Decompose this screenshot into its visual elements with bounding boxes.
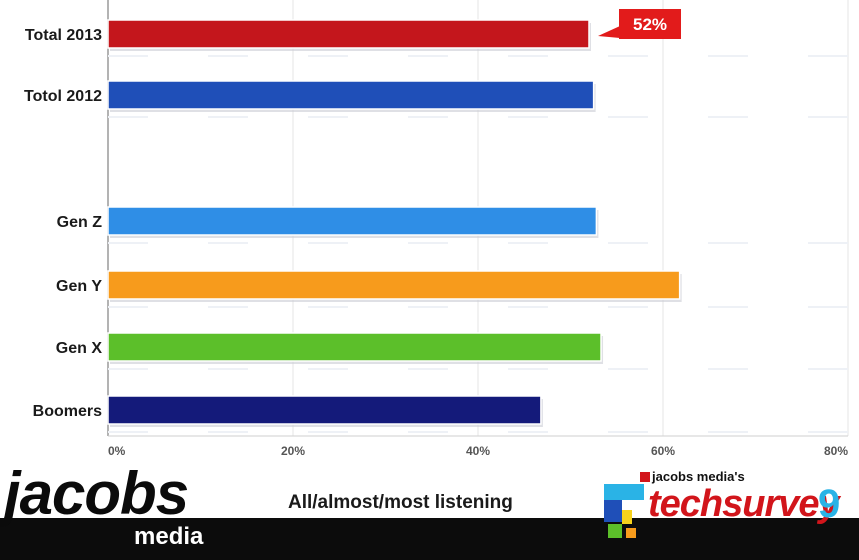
bars-layer: [107, 19, 682, 427]
bar: [107, 332, 602, 362]
bar-chart: Total 2013 Totol 2012 Gen Z Gen Y Gen X Boome…: [24, 0, 849, 458]
labels-layer: Total 2013 Totol 2012 Gen Z Gen Y Gen X Boome…: [24, 27, 102, 420]
callout-pointer: [598, 26, 620, 38]
bar: [107, 80, 595, 110]
x-tick-label: 20%: [281, 444, 305, 458]
bar: [107, 19, 590, 49]
survey-logo-blocks-icon: [604, 484, 644, 538]
jacobs-logo: jacobs: [4, 460, 189, 527]
survey-logo-square: [640, 472, 650, 482]
callout-label: 52%: [633, 15, 667, 34]
callout-box: [619, 9, 681, 39]
ticks-layer: 0% 20% 40% 60% 80%: [108, 444, 848, 458]
x-tick-label: 80%: [824, 444, 848, 458]
bar: [107, 395, 542, 425]
chart-caption: All/almost/most listening: [288, 492, 513, 513]
category-label: Boomers: [33, 403, 102, 420]
x-tick-label: 40%: [466, 444, 490, 458]
category-label: Totol 2012: [24, 88, 102, 105]
value-callout: 52%: [598, 9, 681, 39]
bar: [107, 270, 681, 300]
survey-number: 9: [818, 482, 841, 526]
survey-name: techsurvey: [648, 483, 840, 525]
category-label: Total 2013: [25, 27, 102, 44]
x-tick-label: 0%: [108, 444, 126, 458]
footer-bar: [0, 518, 859, 560]
category-label: Gen X: [56, 340, 103, 357]
bar: [107, 206, 598, 236]
footer: jacobs media All/almost/most listening j…: [0, 462, 859, 560]
category-label: Gen Z: [57, 214, 103, 231]
survey-prefix: jacobs media's: [652, 469, 745, 484]
x-tick-label: 60%: [651, 444, 675, 458]
media-logo-text: media: [134, 523, 204, 550]
category-label: Gen Y: [56, 278, 102, 295]
grid-layer: [107, 0, 849, 437]
